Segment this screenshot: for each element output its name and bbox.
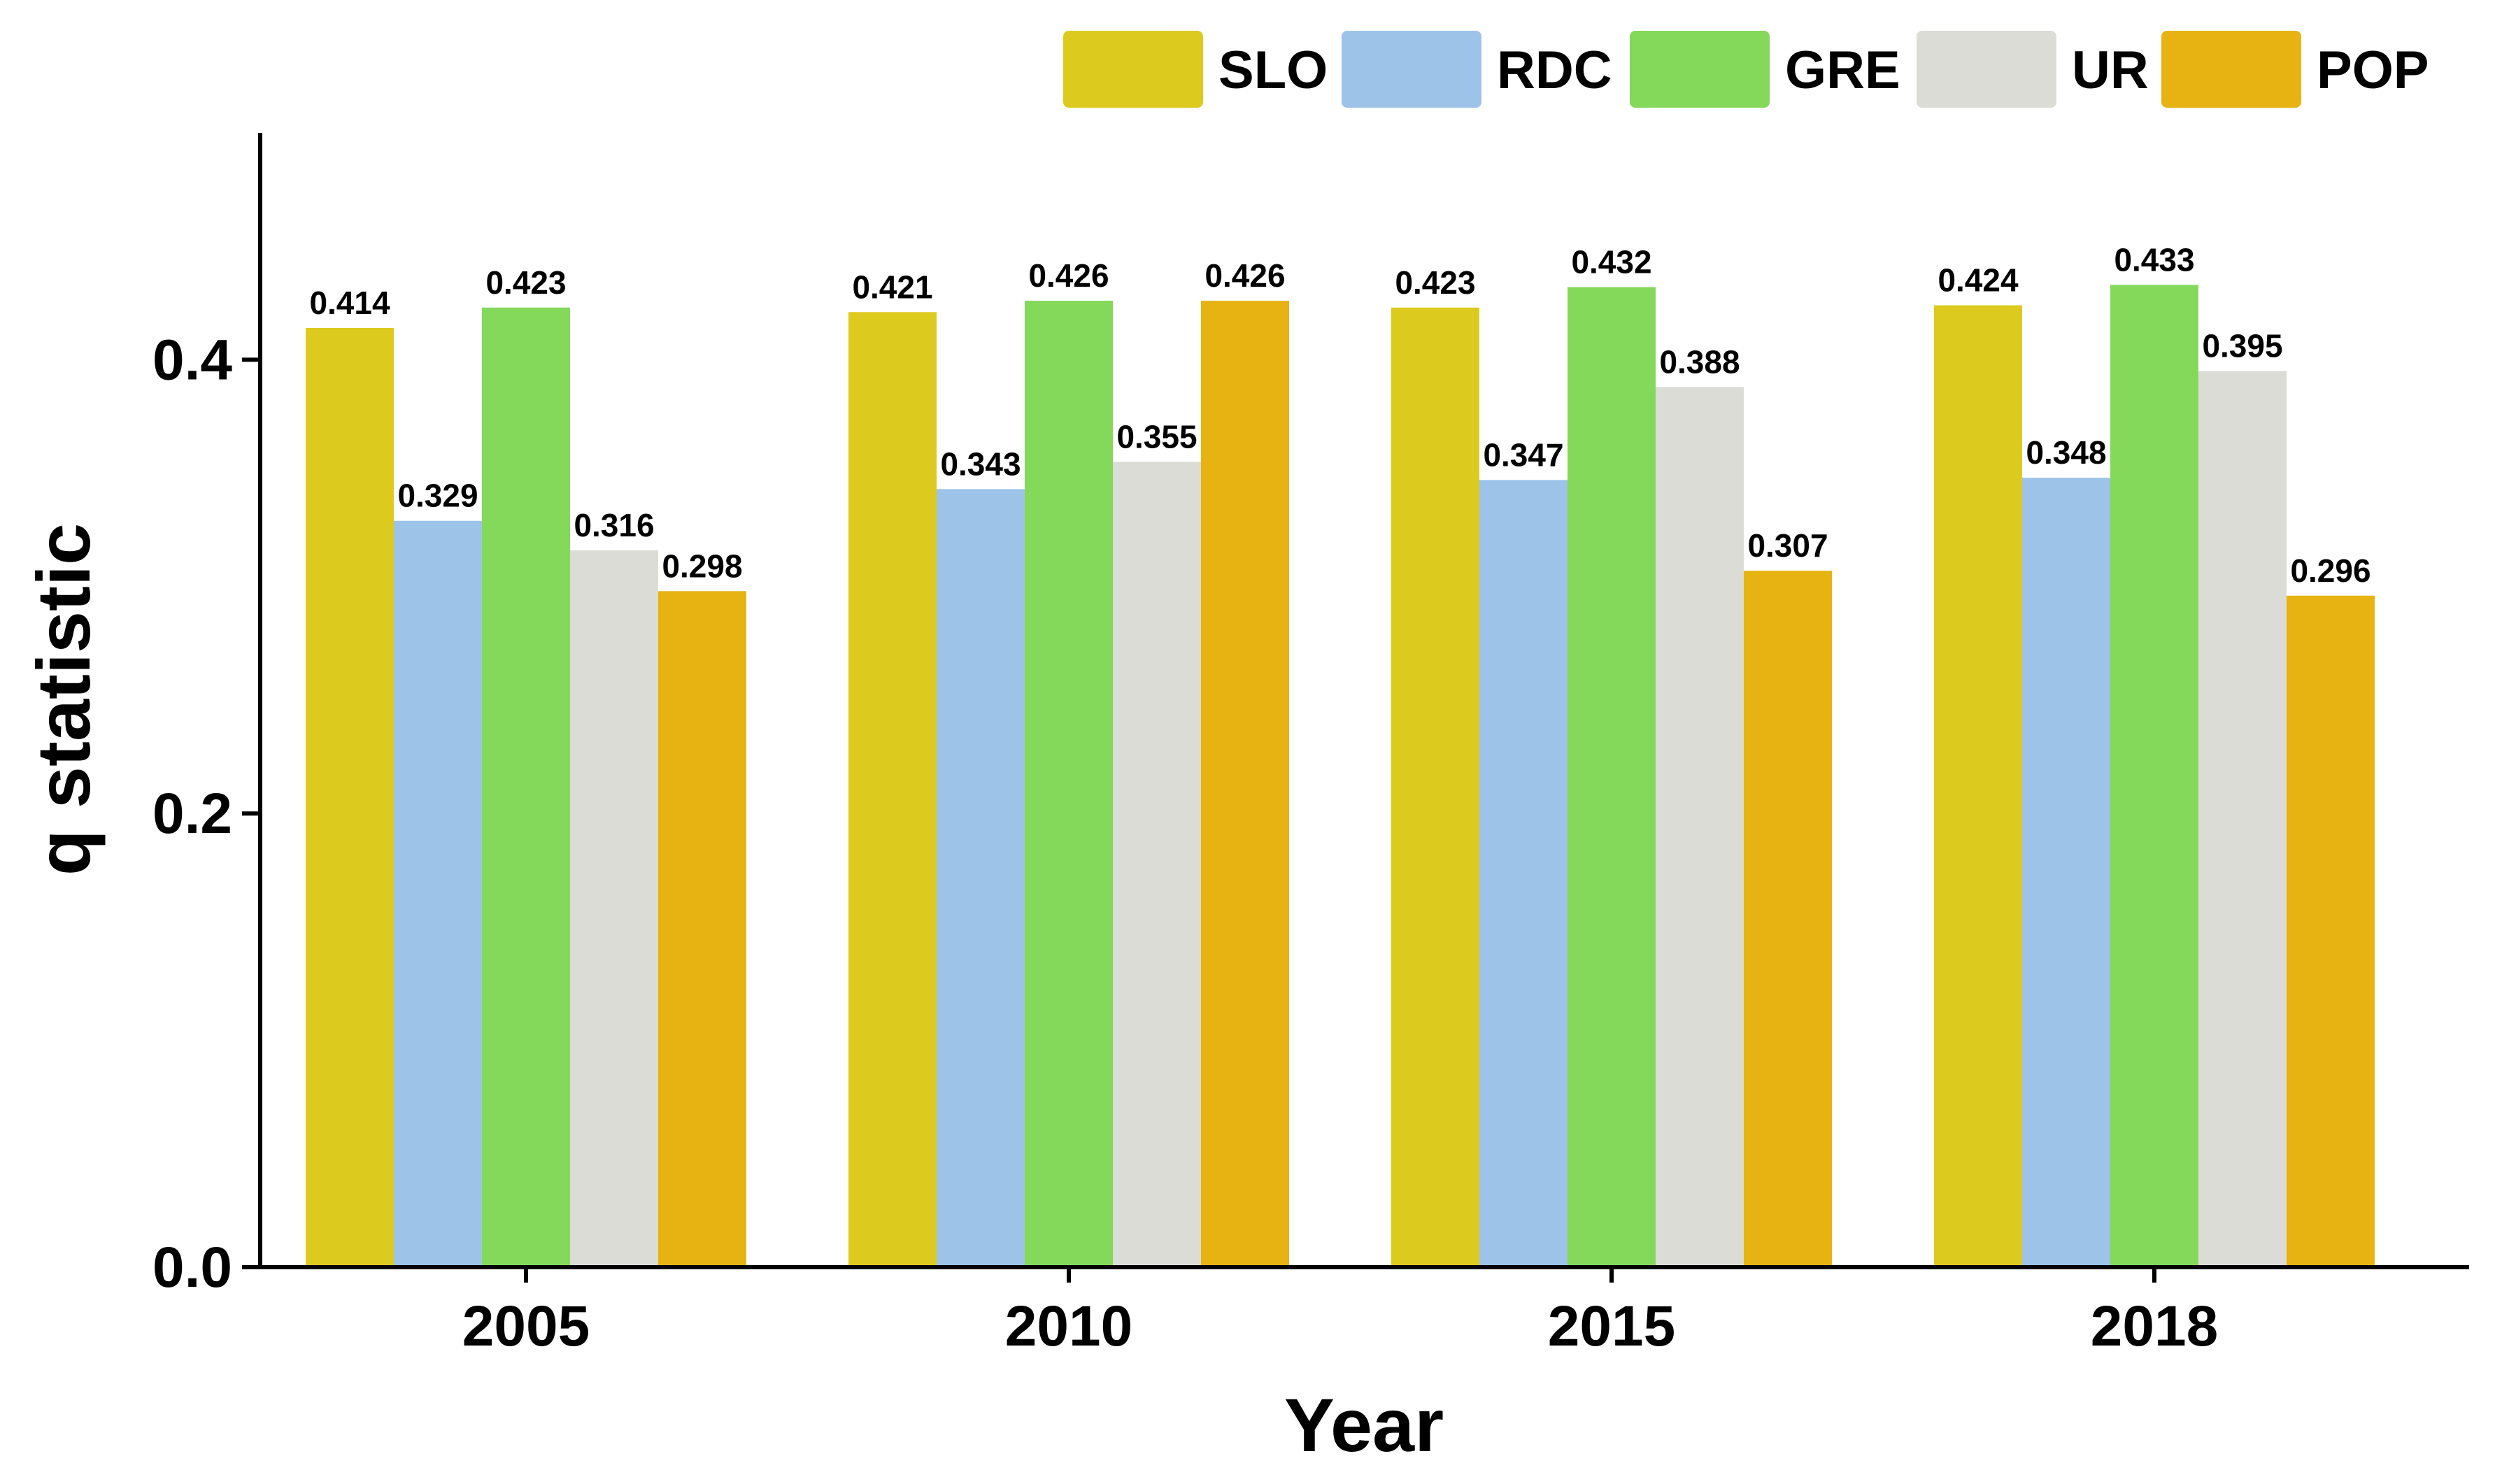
data-label-slo-2018: 0.424 [1938, 262, 2019, 299]
ticks: 0.0 0.2 0.4 2005 2010 2015 2018 [152, 328, 2218, 1358]
legend-swatch-ur [1917, 31, 2056, 108]
x-tick-label-2018: 2018 [2091, 1294, 2218, 1358]
data-label-ur-2010: 0.355 [1116, 418, 1197, 455]
bar-pop-2015 [1744, 571, 1832, 1267]
data-label-ur-2015: 0.388 [1659, 343, 1740, 380]
data-label-pop-2010: 0.426 [1204, 257, 1285, 294]
bar-gre-2010 [1025, 301, 1113, 1267]
data-label-gre-2018: 0.433 [2114, 241, 2194, 278]
axes [258, 133, 2469, 1269]
bar-pop-2010 [1201, 301, 1289, 1267]
data-label-pop-2005: 0.298 [662, 548, 742, 584]
legend-label-rdc: RDC [1497, 41, 1612, 100]
legend-label-gre: GRE [1785, 41, 1900, 100]
bar-rdc-2018 [2022, 478, 2110, 1267]
bar-ur-2015 [1656, 387, 1744, 1267]
legend-swatch-slo [1063, 31, 1203, 108]
legend-swatch-gre [1630, 31, 1770, 108]
data-label-slo-2005: 0.414 [309, 285, 390, 321]
data-label-gre-2010: 0.426 [1028, 257, 1109, 294]
x-tick-label-2005: 2005 [462, 1294, 590, 1358]
data-label-rdc-2010: 0.343 [940, 445, 1021, 482]
bar-ur-2010 [1113, 462, 1201, 1267]
data-label-slo-2010: 0.421 [852, 269, 932, 305]
data-label-slo-2015: 0.423 [1395, 264, 1475, 301]
bar-gre-2005 [482, 307, 570, 1268]
legend-swatch-pop [2161, 31, 2301, 108]
data-label-gre-2015: 0.432 [1571, 244, 1651, 280]
y-tick-label: 0.2 [152, 782, 232, 846]
y-axis-title: q statistic [21, 523, 106, 876]
legend-label-slo: SLO [1218, 41, 1328, 100]
bar-pop-2018 [2287, 595, 2375, 1267]
data-label-rdc-2015: 0.347 [1483, 436, 1563, 473]
bar-ur-2005 [570, 550, 658, 1267]
legend-label-ur: UR [2072, 41, 2149, 100]
data-label-rdc-2005: 0.329 [397, 478, 478, 514]
bar-slo-2015 [1391, 307, 1479, 1268]
bar-rdc-2005 [394, 520, 482, 1267]
legend-label-pop: POP [2317, 41, 2429, 100]
data-label-ur-2005: 0.316 [574, 507, 654, 543]
bar-slo-2018 [1934, 305, 2022, 1268]
bar-gre-2015 [1568, 287, 1656, 1267]
bar-slo-2005 [306, 327, 394, 1267]
bar-rdc-2010 [937, 489, 1025, 1267]
bar-slo-2010 [848, 312, 937, 1267]
bar-pop-2005 [658, 591, 746, 1267]
bars [306, 285, 2375, 1268]
x-tick-label-2015: 2015 [1548, 1294, 1675, 1358]
bar-gre-2018 [2110, 285, 2198, 1267]
data-label-rdc-2018: 0.348 [2026, 434, 2106, 471]
legend-swatch-rdc [1342, 31, 1481, 108]
data-label-pop-2018: 0.296 [2290, 552, 2370, 589]
y-tick-label: 0.4 [152, 328, 232, 392]
legend: SLO RDC GRE UR POP [1063, 31, 2429, 108]
data-label-gre-2005: 0.423 [485, 264, 566, 301]
bar-ur-2018 [2198, 371, 2287, 1267]
x-axis-title: Year [1284, 1383, 1444, 1467]
bar-rdc-2015 [1479, 480, 1568, 1267]
data-label-pop-2015: 0.307 [1747, 527, 1828, 564]
x-tick-label-2010: 2010 [1005, 1294, 1132, 1358]
data-label-ur-2018: 0.395 [2202, 328, 2282, 364]
y-tick-label: 0.0 [152, 1236, 232, 1299]
